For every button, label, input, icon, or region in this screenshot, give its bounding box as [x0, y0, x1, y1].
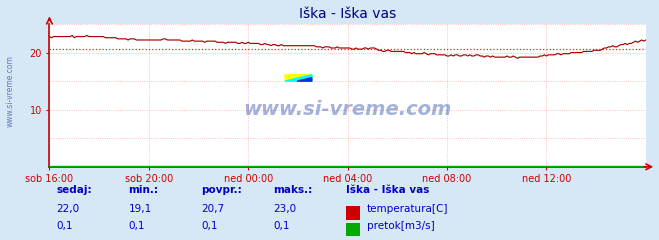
Text: maks.:: maks.: — [273, 185, 313, 195]
Polygon shape — [285, 75, 312, 81]
Text: min.:: min.: — [129, 185, 159, 195]
Polygon shape — [297, 78, 312, 81]
Text: 0,1: 0,1 — [129, 221, 145, 231]
Text: Iška - Iška vas: Iška - Iška vas — [346, 185, 430, 195]
Text: 0,1: 0,1 — [273, 221, 290, 231]
Text: 20,7: 20,7 — [201, 204, 224, 214]
Text: 0,1: 0,1 — [201, 221, 217, 231]
Text: temperatura[C]: temperatura[C] — [367, 204, 449, 214]
Text: 19,1: 19,1 — [129, 204, 152, 214]
Text: 22,0: 22,0 — [56, 204, 79, 214]
Text: sedaj:: sedaj: — [56, 185, 92, 195]
Text: www.si-vreme.com: www.si-vreme.com — [243, 100, 452, 119]
Text: pretok[m3/s]: pretok[m3/s] — [367, 221, 435, 231]
Text: 0,1: 0,1 — [56, 221, 72, 231]
Text: 23,0: 23,0 — [273, 204, 297, 214]
Polygon shape — [285, 75, 312, 81]
Text: www.si-vreme.com: www.si-vreme.com — [5, 55, 14, 127]
Text: povpr.:: povpr.: — [201, 185, 242, 195]
Title: Iška - Iška vas: Iška - Iška vas — [299, 7, 396, 21]
